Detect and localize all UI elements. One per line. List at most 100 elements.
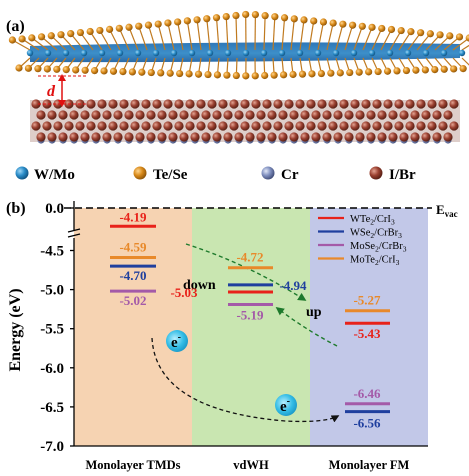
metal-atom [98, 49, 106, 57]
chalcogen-atom [358, 22, 366, 30]
halide-atom [273, 121, 283, 131]
halide-atom [443, 110, 453, 120]
chalcogen-atom [34, 65, 42, 73]
bond [371, 28, 383, 51]
bond [353, 26, 363, 51]
distance-label: d [47, 83, 56, 100]
halide-atom [278, 110, 288, 120]
chalcogen-atom [446, 32, 454, 40]
halide-atom [223, 132, 233, 142]
halide-atom [322, 110, 332, 120]
level-label: -4.72 [236, 250, 263, 265]
halide-atom [201, 132, 211, 142]
halide-atom [339, 121, 349, 131]
halide-atom [438, 99, 448, 109]
halide-atom [196, 99, 206, 109]
chalcogen-atom [417, 29, 425, 37]
chalcogen-atom [251, 10, 259, 19]
chalcogen-atom [47, 32, 55, 40]
y-tick-label: -5.5 [40, 322, 64, 338]
chalcogen-atom [387, 25, 396, 34]
chalcogen-atom [242, 10, 250, 19]
halide-atom [322, 132, 332, 142]
halide-atom [207, 121, 217, 131]
halide-atom [130, 99, 140, 109]
halide-atom [108, 99, 118, 109]
te-se-atom-icon [133, 166, 147, 180]
metal-atom [188, 49, 196, 57]
chalcogen-atom [242, 72, 250, 80]
halide-atom [300, 110, 310, 120]
chalcogen-atom [378, 24, 386, 33]
bond [398, 31, 412, 51]
halide-atom [42, 121, 52, 131]
bond [118, 28, 130, 51]
bond [167, 22, 175, 51]
halide-atom [267, 132, 277, 142]
chalcogen-atom [135, 22, 143, 30]
halide-atom [262, 121, 272, 131]
chalcogen-atom [397, 26, 405, 35]
up-label: up [306, 305, 322, 320]
metal-atom [314, 49, 322, 57]
halide-atom [399, 132, 409, 142]
halide-atom [229, 99, 239, 109]
chalcogen-atom [393, 67, 401, 75]
halide-atom [157, 132, 167, 142]
halide-atom [416, 121, 426, 131]
halide-atom [410, 110, 420, 120]
halide-atom [157, 110, 167, 120]
level-label: -5.03 [170, 285, 198, 300]
chalcogen-atom [213, 71, 222, 79]
chalcogen-atom [76, 28, 85, 37]
chalcogen-atom [106, 25, 114, 33]
halide-atom [267, 110, 277, 120]
chalcogen-atom [412, 66, 420, 74]
tmd-layer [8, 10, 469, 80]
halide-atom [443, 132, 453, 142]
halide-atom [163, 99, 173, 109]
halide-atom [36, 110, 46, 120]
chalcogen-atom [310, 17, 318, 25]
metal-atom [350, 49, 358, 57]
halide-atom [190, 110, 200, 120]
chalcogen-atom [166, 69, 174, 77]
halide-atom [174, 99, 184, 109]
chalcogen-atom [138, 68, 146, 76]
chalcogen-atom [37, 33, 46, 41]
halide-atom [405, 99, 415, 109]
chalcogen-atom [18, 35, 26, 43]
y-tick-label: -4.5 [40, 244, 64, 260]
chalcogen-atom [459, 65, 467, 73]
level-label: -5.02 [119, 293, 146, 308]
halide-atom [284, 121, 294, 131]
metal-atom [260, 49, 268, 57]
x-category-label: vdWH [233, 458, 269, 472]
halide-atom [333, 110, 343, 120]
electron-label: e- [171, 332, 181, 351]
metal-atom [440, 49, 448, 57]
chalcogen-atom [402, 66, 411, 75]
halide-atom [394, 99, 404, 109]
halide-atom [179, 110, 189, 120]
halide-atom [80, 110, 90, 120]
halide-atom [344, 110, 354, 120]
chalcogen-atom [368, 23, 376, 31]
halide-atom [212, 132, 222, 142]
chalcogen-atom [355, 68, 363, 76]
chalcogen-atom [203, 15, 211, 23]
level-label: -4.94 [279, 278, 307, 293]
halide-atom [328, 99, 338, 109]
legend-i-br: I/Br [389, 167, 416, 183]
bond [89, 31, 103, 51]
metal-atom [404, 49, 412, 57]
x-axis-labels: Monolayer TMDs vdWH Monolayer FM [85, 458, 409, 472]
halide-atom [278, 132, 288, 142]
halide-atom [240, 99, 250, 109]
chalcogen-atom [154, 20, 162, 28]
chalcogen-atom [339, 20, 347, 28]
halide-atom [179, 132, 189, 142]
metal-atom [26, 49, 34, 57]
energy-levels: -4.19 -5.03 -5.43 -4.70 -4.94 -6.56 -5.02 -5.19… [110, 209, 390, 431]
halide-atom [383, 121, 393, 131]
